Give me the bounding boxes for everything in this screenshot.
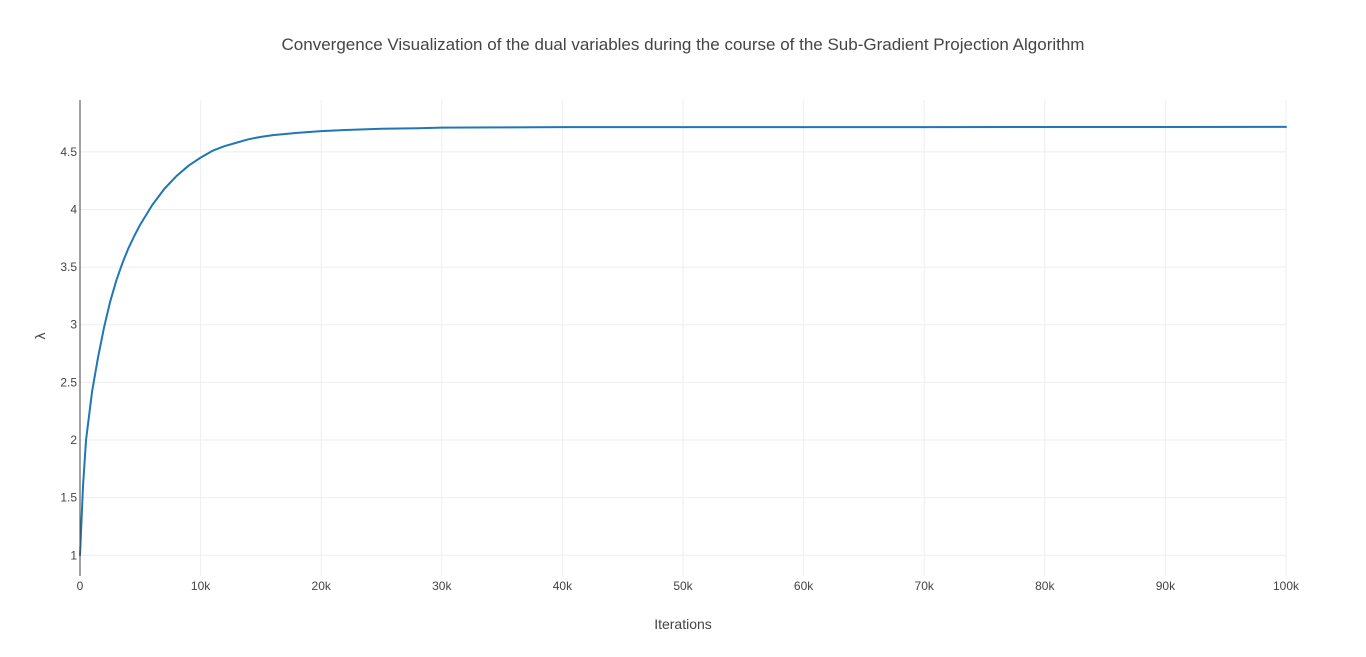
y-tick-label: 2	[70, 433, 77, 447]
x-tick-label: 70k	[915, 579, 935, 593]
y-tick-labels: 1 1.5 2 2.5 3 3.5 4 4.5	[60, 145, 77, 562]
y-axis-title: λ	[32, 333, 48, 340]
x-tick-label: 40k	[553, 579, 573, 593]
x-tick-label: 10k	[191, 579, 211, 593]
x-axis-title: Iterations	[654, 616, 712, 632]
series-line	[79, 125, 1287, 557]
y-tick-label: 2.5	[60, 375, 77, 389]
y-tick-label: 3.5	[60, 260, 77, 274]
y-tick-label: 4.5	[60, 145, 77, 159]
y-tick-label: 1.5	[60, 491, 77, 505]
x-tick-label: 20k	[312, 579, 332, 593]
y-tick-label: 3	[70, 318, 77, 332]
x-tick-labels: 0 10k 20k 30k 40k 50k 60k 70k 80k 90k 100k	[77, 579, 1300, 593]
x-tick-label: 90k	[1156, 579, 1176, 593]
y-tick-label: 1	[70, 548, 77, 562]
y-tick-label: 4	[70, 202, 77, 216]
x-tick-label: 50k	[673, 579, 693, 593]
x-tick-label: 80k	[1035, 579, 1055, 593]
x-tick-label: 60k	[794, 579, 814, 593]
x-tick-label: 0	[77, 579, 84, 593]
x-gridlines	[200, 100, 1287, 576]
x-tick-label: 100k	[1273, 579, 1300, 593]
x-tick-label: 30k	[432, 579, 452, 593]
series-layer	[79, 125, 1287, 557]
y-gridlines	[80, 151, 1286, 556]
chart-title: Convergence Visualization of the dual va…	[282, 35, 1085, 54]
